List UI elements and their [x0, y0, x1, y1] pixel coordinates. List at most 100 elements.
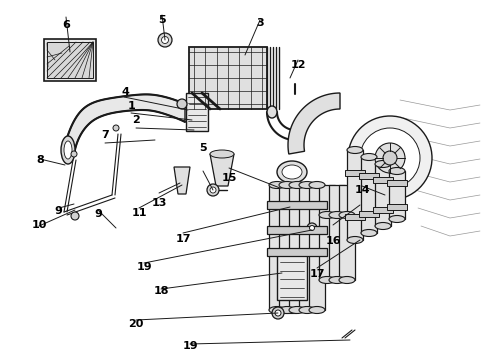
Bar [267, 201, 327, 209]
Text: 15: 15 [221, 173, 237, 183]
Text: 13: 13 [151, 198, 167, 208]
Ellipse shape [277, 161, 307, 183]
Circle shape [207, 184, 219, 196]
Ellipse shape [289, 306, 305, 314]
Circle shape [360, 128, 420, 188]
Bar [44, 39, 96, 81]
Bar [47, 42, 93, 78]
Circle shape [275, 310, 281, 316]
Text: 6: 6 [62, 20, 70, 30]
Bar [267, 226, 327, 234]
Polygon shape [288, 93, 340, 154]
Bar [279, 185, 295, 310]
Polygon shape [174, 167, 190, 194]
Ellipse shape [375, 161, 391, 167]
Bar [309, 185, 325, 310]
Ellipse shape [64, 141, 72, 159]
Circle shape [348, 116, 432, 200]
Bar [389, 171, 405, 219]
Ellipse shape [210, 150, 234, 158]
Text: 12: 12 [291, 60, 307, 70]
Bar [373, 177, 393, 183]
Text: 19: 19 [182, 341, 198, 351]
Ellipse shape [329, 212, 345, 219]
Text: 17: 17 [176, 234, 192, 244]
Text: 5: 5 [158, 15, 166, 25]
Ellipse shape [389, 167, 405, 175]
Circle shape [210, 187, 216, 193]
Text: 17: 17 [310, 269, 325, 279]
Ellipse shape [339, 212, 355, 219]
Bar [361, 157, 377, 233]
Ellipse shape [299, 306, 315, 314]
Circle shape [162, 36, 169, 44]
Text: 5: 5 [199, 143, 207, 153]
Ellipse shape [319, 212, 335, 219]
Polygon shape [210, 154, 234, 186]
Bar [329, 185, 345, 280]
Ellipse shape [375, 222, 391, 230]
Ellipse shape [361, 153, 377, 161]
Circle shape [158, 33, 172, 47]
Bar [373, 207, 393, 213]
Text: 2: 2 [132, 114, 140, 125]
Bar [186, 93, 208, 131]
Bar [345, 170, 365, 176]
Text: 10: 10 [31, 220, 47, 230]
Text: 20: 20 [128, 319, 144, 329]
Ellipse shape [309, 181, 325, 189]
Bar [319, 185, 335, 280]
Circle shape [177, 99, 187, 109]
Ellipse shape [361, 230, 377, 237]
Ellipse shape [282, 165, 302, 179]
Ellipse shape [279, 181, 295, 189]
Text: 7: 7 [101, 130, 109, 140]
Bar [277, 250, 307, 300]
Ellipse shape [319, 276, 335, 284]
Ellipse shape [269, 306, 285, 314]
Bar [267, 248, 327, 256]
Bar [375, 164, 391, 226]
Text: 19: 19 [137, 262, 152, 272]
Text: 11: 11 [132, 208, 147, 218]
Ellipse shape [339, 276, 355, 284]
Bar [359, 173, 379, 179]
Polygon shape [65, 94, 185, 155]
Ellipse shape [267, 106, 277, 118]
Text: 8: 8 [36, 155, 44, 165]
Ellipse shape [279, 306, 295, 314]
Text: 3: 3 [256, 18, 264, 28]
Bar [269, 185, 285, 310]
Text: 18: 18 [154, 286, 170, 296]
Ellipse shape [389, 216, 405, 222]
Circle shape [71, 212, 79, 220]
Bar [189, 47, 267, 109]
Bar [345, 214, 365, 220]
Bar [387, 204, 407, 210]
Circle shape [71, 151, 77, 157]
Bar [347, 150, 363, 240]
Bar [289, 185, 305, 310]
Text: 9: 9 [94, 209, 102, 219]
Ellipse shape [61, 136, 75, 164]
Ellipse shape [347, 147, 363, 153]
Ellipse shape [309, 306, 325, 314]
Bar [387, 180, 407, 186]
Circle shape [383, 151, 397, 165]
Circle shape [113, 125, 119, 131]
Text: 4: 4 [121, 87, 129, 97]
Text: 1: 1 [127, 101, 135, 111]
Ellipse shape [269, 181, 285, 189]
Text: 16: 16 [325, 236, 341, 246]
Ellipse shape [347, 237, 363, 243]
Bar [339, 185, 355, 280]
Bar [299, 185, 315, 310]
Text: 9: 9 [55, 206, 63, 216]
Ellipse shape [299, 181, 315, 189]
Ellipse shape [329, 276, 345, 284]
Text: 14: 14 [355, 185, 370, 195]
Circle shape [272, 307, 284, 319]
Circle shape [307, 223, 317, 233]
Ellipse shape [289, 181, 305, 189]
Circle shape [310, 225, 315, 230]
